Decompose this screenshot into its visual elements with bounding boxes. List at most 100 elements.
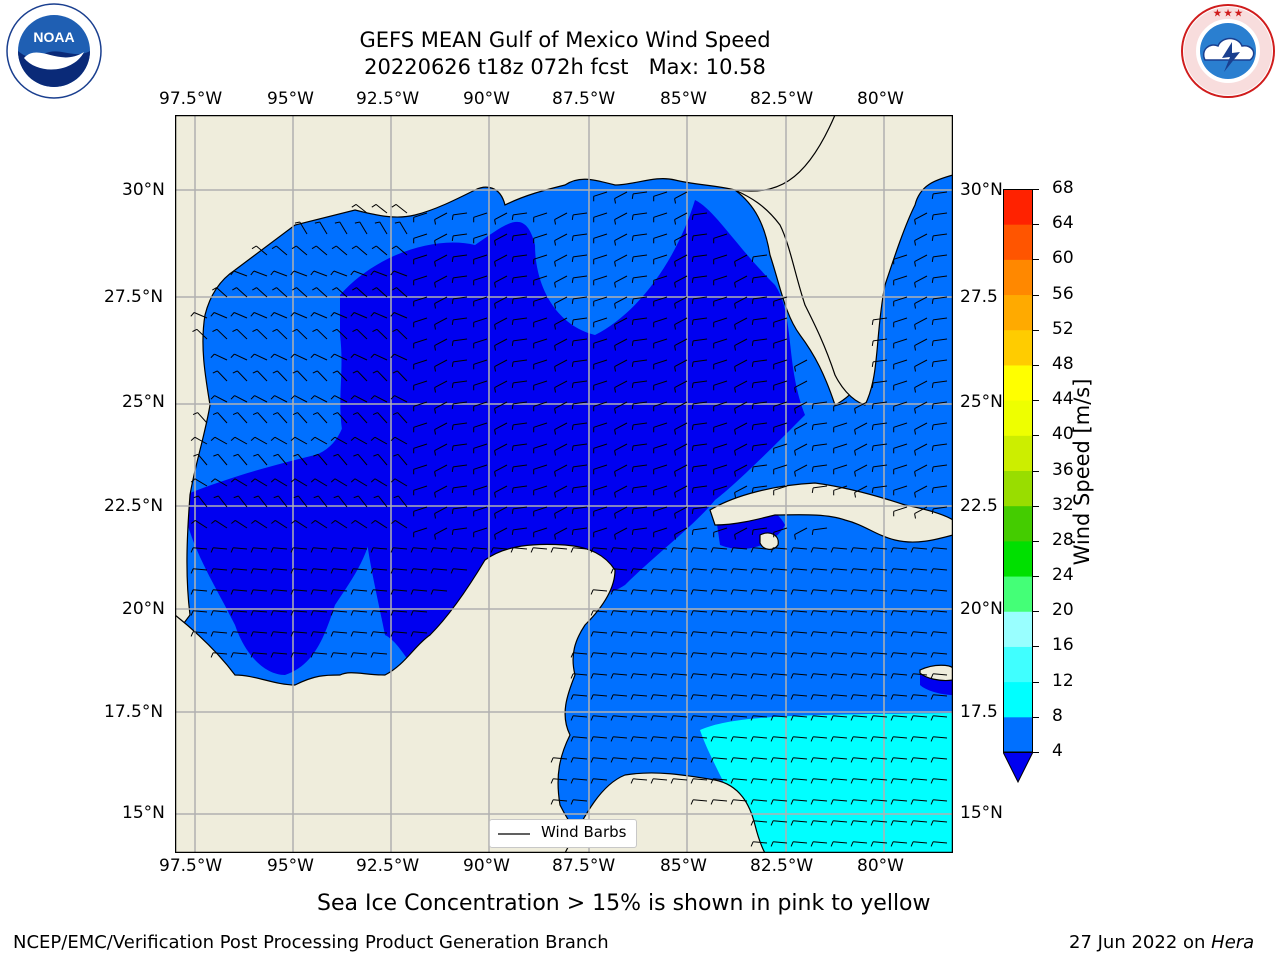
wind-barb: [914, 254, 928, 263]
wind-barb-flag: [674, 303, 676, 309]
wind-barb: [753, 275, 768, 279]
wind-barb: [753, 631, 768, 634]
wind-barb: [393, 270, 408, 277]
wind-barb: [873, 778, 888, 781]
wind-barb: [373, 589, 388, 592]
wind-barb: [873, 673, 888, 676]
wind-barb: [753, 820, 768, 823]
wind-barb-flag: [210, 395, 215, 400]
wind-barb-flag: [734, 366, 736, 372]
wind-barb: [773, 778, 788, 781]
wind-barb: [533, 317, 548, 323]
wind-barb: [296, 287, 308, 298]
wind-barb-flag: [850, 778, 854, 784]
wind-barb: [193, 312, 208, 319]
wind-barb: [513, 443, 528, 447]
wind-barb-flag: [292, 328, 298, 333]
wind-barb: [193, 547, 208, 550]
legend-label: Wind Barbs: [541, 823, 627, 841]
wind-barb-flag: [210, 568, 214, 574]
wind-barb-flag: [610, 715, 614, 721]
wind-barb: [453, 443, 468, 447]
wind-barb-flag: [871, 445, 874, 451]
wind-barb: [633, 652, 648, 655]
wind-barb: [313, 589, 328, 592]
wind-barb: [913, 673, 928, 676]
wind-barb-flag: [794, 471, 796, 477]
wind-barb-flag: [351, 520, 356, 524]
wind-barb-flag: [390, 353, 395, 359]
wind-barb: [713, 317, 728, 323]
wind-barb: [355, 519, 368, 529]
wind-barb: [413, 296, 428, 302]
wind-barb-flag: [270, 395, 275, 400]
wind-barb-flag: [312, 412, 318, 416]
wind-barb-flag: [310, 436, 316, 441]
wind-barb-flag: [250, 652, 254, 658]
wind-barb-flag: [830, 568, 834, 574]
wind-barb-flag: [511, 508, 514, 514]
wind-barb: [813, 841, 828, 844]
wind-barb-flag: [914, 324, 916, 330]
wind-barb: [273, 631, 288, 634]
wind-barb: [893, 694, 908, 697]
wind-barb: [753, 673, 768, 676]
wind-barb-flag: [210, 547, 214, 553]
wind-barb-flag: [630, 547, 634, 553]
wind-barb-flag: [930, 820, 934, 826]
wind-barb-flag: [710, 610, 714, 616]
wind-barb-flag: [353, 495, 359, 499]
wind-barb: [253, 631, 268, 634]
wind-barb: [274, 436, 288, 445]
wind-barb: [653, 736, 668, 739]
wind-barb: [913, 610, 928, 613]
wind-barb: [933, 275, 948, 279]
wind-barb-flag: [810, 799, 814, 805]
wind-barb-flag: [910, 547, 914, 553]
wind-barb: [713, 296, 728, 302]
wind-barb: [313, 568, 328, 571]
wind-barb: [296, 328, 308, 340]
wind-barb-flag: [931, 508, 934, 514]
wind-barb: [933, 401, 948, 405]
wind-barb-flag: [614, 261, 616, 267]
wind-barb-flag: [390, 610, 394, 616]
wind-barb-flag: [271, 245, 277, 250]
wind-barb-flag: [570, 799, 574, 805]
wind-barb: [893, 254, 908, 260]
wind-barb-flag: [910, 736, 914, 742]
land: [175, 115, 953, 853]
wind-barb-flag: [251, 245, 257, 250]
wind-barb-flag: [790, 589, 794, 595]
wind-barb: [833, 841, 848, 844]
wind-barb-flag: [451, 319, 454, 325]
wind-barb-flag: [910, 820, 914, 826]
wind-barb: [533, 464, 548, 470]
colorbar-tick-mark: [1033, 681, 1039, 683]
wind-barb: [693, 464, 708, 468]
wind-barb: [533, 506, 548, 512]
wind-barb: [453, 317, 468, 321]
wind-barb-flag: [830, 652, 834, 658]
wind-barb: [453, 380, 468, 384]
wind-barb: [275, 519, 288, 529]
footer-date: 27 Jun 2022 on Hera: [1069, 932, 1254, 953]
wind-barb-flag: [730, 736, 734, 742]
wind-barb: [234, 436, 248, 445]
wind-barb-flag: [630, 568, 634, 574]
wind-barb-flag: [730, 715, 734, 721]
wind-barb: [833, 778, 848, 781]
wind-barb: [614, 380, 628, 389]
wind-barb-flag: [690, 778, 694, 784]
wind-barb-flag: [494, 450, 496, 456]
wind-barb: [453, 547, 468, 550]
wind-barb-flag: [614, 471, 616, 477]
wind-barb: [193, 589, 208, 592]
wind-barb-flag: [554, 240, 556, 246]
colorbar-tick-mark: [1033, 364, 1039, 366]
wind-barb: [653, 631, 668, 634]
wind-barb: [313, 631, 328, 634]
wind-barb-flag: [330, 270, 335, 276]
wind-barb: [473, 275, 488, 281]
wind-barb-flag: [810, 820, 814, 826]
